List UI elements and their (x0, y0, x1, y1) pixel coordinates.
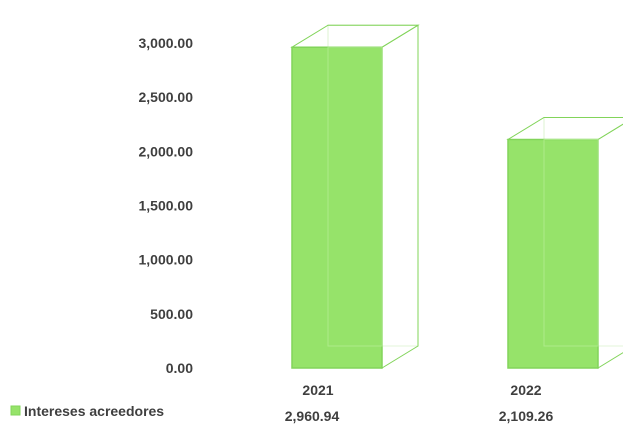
category-label-2021: 2021 (302, 382, 333, 398)
bar-series-intereses-acreedores (290, 24, 623, 369)
bar-side-face (597, 123, 623, 369)
y-tick-label: 500.00 (150, 306, 193, 322)
y-axis-tick-labels: 0.00 500.00 1,000.00 1,500.00 2,000.00 2,500.… (139, 35, 194, 376)
value-label-2021: 2,960.94 (285, 408, 340, 424)
value-labels: 2,960.94 2,109.26 (285, 408, 554, 424)
bar-inner-edge (327, 46, 383, 347)
bar-front-face (291, 46, 383, 369)
bar-2022 (506, 116, 623, 369)
bar-front-face (507, 138, 599, 369)
y-tick-label: 2,000.00 (139, 143, 194, 159)
bar-inner-edge (543, 138, 599, 347)
bar-2021 (290, 24, 420, 369)
y-tick-label: 2,500.00 (139, 89, 194, 105)
y-tick-label: 3,000.00 (139, 35, 194, 51)
y-tick-label: 1,500.00 (139, 198, 194, 214)
legend: Intereses acreedores (10, 403, 164, 419)
legend-label: Intereses acreedores (24, 403, 164, 419)
legend-swatch (10, 405, 21, 416)
bar-side-face (381, 24, 419, 369)
x-axis-category-labels: 2021 2022 (302, 382, 541, 398)
y-tick-label: 0.00 (166, 360, 193, 376)
value-label-2022: 2,109.26 (499, 408, 554, 424)
y-tick-label: 1,000.00 (139, 252, 194, 268)
category-label-2022: 2022 (510, 382, 541, 398)
